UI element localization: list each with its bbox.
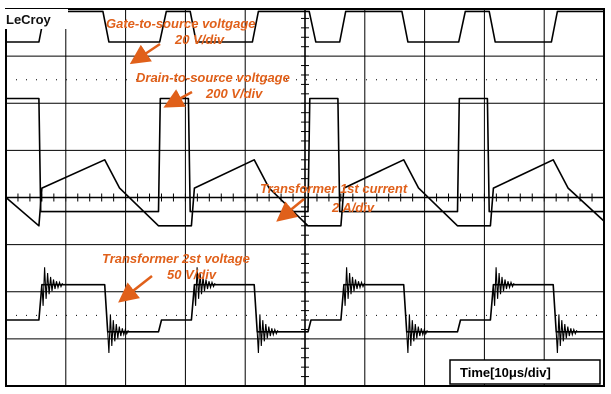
trace-secondary-voltage bbox=[6, 283, 604, 333]
waveform-traces bbox=[5, 10, 605, 354]
timebase-label: Time[10μs/div] bbox=[460, 365, 551, 380]
ringing-burst bbox=[193, 267, 216, 306]
annotation-voltage-title: Transformer 2st voltage bbox=[102, 251, 250, 266]
annotation-gate-title: Gate-to-source voltgage bbox=[106, 16, 256, 31]
annotation-drain-arrow bbox=[163, 89, 193, 108]
trace-drain-voltage bbox=[6, 97, 604, 213]
ringing-burst bbox=[555, 314, 578, 354]
ringing-burst bbox=[343, 267, 366, 306]
ringing-burst bbox=[492, 267, 515, 306]
ringing-burst bbox=[256, 314, 279, 354]
annotation-gate-arrow bbox=[129, 42, 161, 65]
annotation-current-scale: 2 A/div bbox=[331, 200, 375, 215]
annotation-current-title: Transformer 1st current bbox=[260, 181, 408, 196]
brand-logo: LeCroy bbox=[6, 12, 52, 27]
ringing-burst bbox=[41, 267, 64, 306]
timebase-box bbox=[449, 359, 601, 385]
brand-label-bg bbox=[0, 9, 68, 29]
trace-primary-current bbox=[5, 159, 605, 227]
graticule bbox=[5, 8, 605, 387]
annotation-drain-scale: 200 V/div bbox=[205, 86, 263, 101]
annotation-drain-title: Drain-to-source voltgage bbox=[136, 70, 290, 85]
annotation-current-arrow bbox=[276, 198, 305, 222]
annotation-voltage-scale: 50 V/div bbox=[167, 267, 217, 282]
annotation-voltage-arrow bbox=[118, 275, 153, 303]
trace-gate-voltage bbox=[6, 10, 604, 43]
annotation-gate-scale: 20 V/div bbox=[174, 32, 225, 47]
ringing-burst bbox=[107, 314, 129, 354]
ringing-burst bbox=[406, 314, 428, 354]
